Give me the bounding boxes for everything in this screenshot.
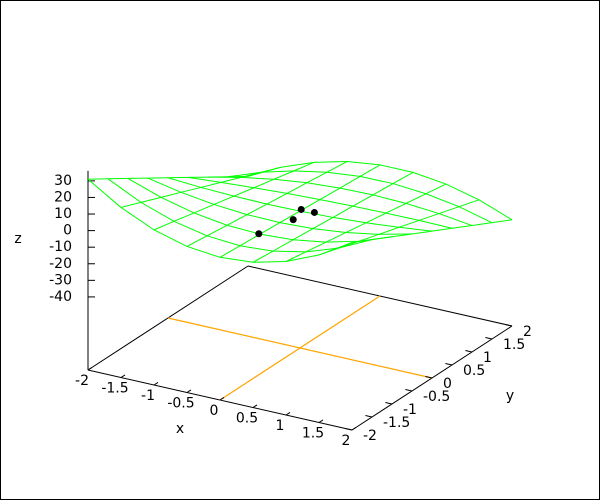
z-tick-label: -20 <box>49 256 72 272</box>
z-tick-label: 30 <box>54 173 72 189</box>
y-tick-label: -2 <box>363 428 377 444</box>
surface-line <box>351 219 513 244</box>
y-tick <box>345 428 353 431</box>
x-tick-label: 0.5 <box>236 411 258 427</box>
data-point <box>289 216 297 224</box>
data-point <box>297 205 305 213</box>
surface-line <box>318 199 480 256</box>
x-tick-label: 2 <box>342 433 351 449</box>
y-tick <box>425 376 433 379</box>
y-tick <box>485 337 493 340</box>
y-axis-label: y <box>506 388 514 404</box>
x-tick <box>186 389 192 393</box>
zero-axis <box>219 295 381 401</box>
y-tick-label: -0.5 <box>423 389 450 405</box>
x-tick-label: 1.5 <box>302 426 324 442</box>
z-tick-label: 0 <box>63 223 72 239</box>
x-tick-label: 0 <box>210 403 219 419</box>
data-point <box>255 230 263 238</box>
x-tick <box>351 426 357 431</box>
surface-line <box>153 161 315 231</box>
y-tick-label: 1 <box>483 350 492 366</box>
y-tick-label: 1.5 <box>503 337 525 353</box>
x-tick <box>153 381 159 386</box>
y-tick-label: -1.5 <box>383 415 410 431</box>
z-tick-label: -40 <box>49 289 72 305</box>
x-tick-label: -1 <box>141 388 155 404</box>
y-tick <box>465 350 473 353</box>
x-tick <box>285 411 291 416</box>
y-tick <box>365 415 373 418</box>
z-tick-label: -10 <box>49 239 72 255</box>
y-tick-label: 0 <box>443 376 452 392</box>
z-tick-label: 20 <box>54 189 72 205</box>
x-tick <box>120 374 126 378</box>
data-point <box>310 208 318 216</box>
y-tick <box>385 402 393 405</box>
y-tick <box>505 324 513 327</box>
surface-line <box>285 183 447 262</box>
x-tick <box>219 396 225 401</box>
x-tick <box>252 404 258 408</box>
y-tick <box>405 389 413 392</box>
x-tick <box>318 419 324 423</box>
z-tick-label: 10 <box>54 206 72 222</box>
surface-line <box>186 161 348 247</box>
y-tick-label: 2 <box>523 324 532 340</box>
y-tick-label: -1 <box>403 402 417 418</box>
z-tick-label: -30 <box>49 272 72 288</box>
x-tick-label: 1 <box>276 418 285 434</box>
x-tick-label: -0.5 <box>167 396 194 412</box>
y-tick-label: 0.5 <box>463 363 485 379</box>
surface-line <box>120 166 282 208</box>
y-tick <box>445 363 453 366</box>
x-tick-label: -2 <box>75 373 89 389</box>
x-tick-label: -1.5 <box>101 381 128 397</box>
x-axis-label: x <box>176 421 184 437</box>
x-tick <box>87 366 93 371</box>
z-axis-label: z <box>14 231 21 247</box>
surface-line <box>87 175 249 180</box>
surface-line <box>252 171 414 263</box>
